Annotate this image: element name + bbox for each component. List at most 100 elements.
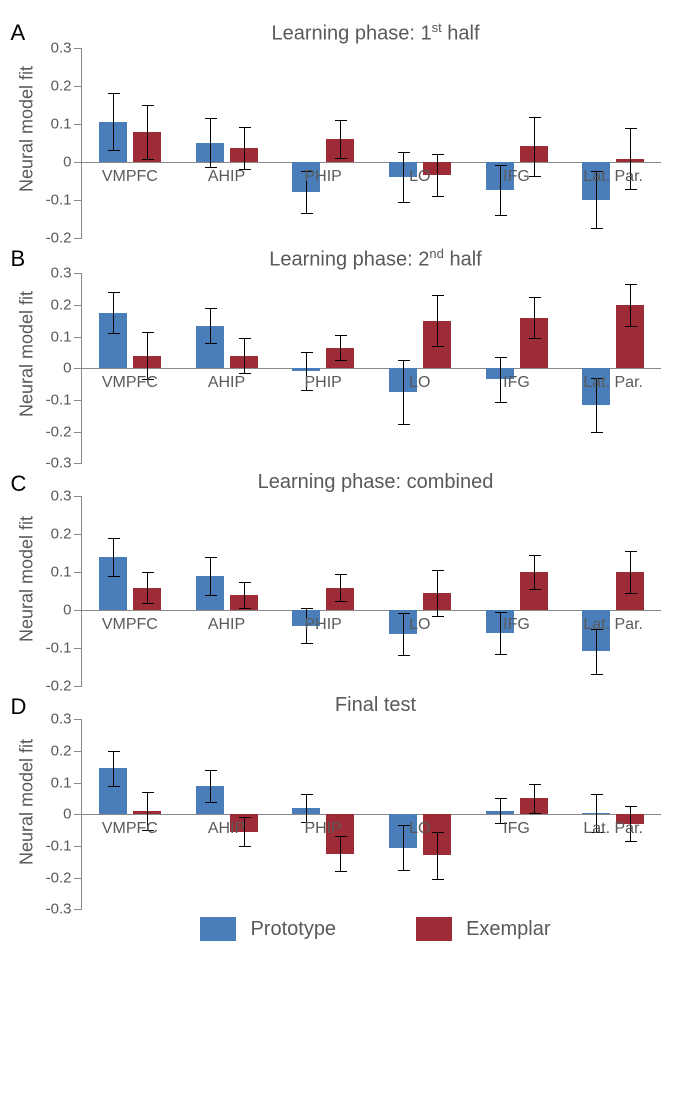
x-tick-label: PHIP <box>304 616 341 634</box>
error-cap <box>205 802 217 803</box>
x-tick-label: LO <box>409 374 430 392</box>
error-cap <box>239 817 251 818</box>
y-axis-label: Neural model fit <box>16 516 37 642</box>
error-cap <box>398 152 410 153</box>
error-bar <box>630 551 631 593</box>
legend-item-prototype: Prototype <box>200 917 336 941</box>
error-cap <box>495 654 507 655</box>
error-bar <box>210 557 211 595</box>
x-tick-label: VMPFC <box>102 616 158 634</box>
plot-area: -0.2-0.100.10.20.3VMPFCAHIPPHIPLOIFGLat.… <box>81 496 661 686</box>
y-axis-label: Neural model fit <box>16 739 37 865</box>
panel-title: Final test <box>81 694 671 717</box>
error-cap <box>108 93 120 94</box>
error-cap <box>108 333 120 334</box>
error-cap <box>301 794 313 795</box>
error-cap <box>432 832 444 833</box>
error-cap <box>495 215 507 216</box>
x-tick-label: AHIP <box>208 820 245 838</box>
error-cap <box>529 813 541 814</box>
error-cap <box>239 846 251 847</box>
panel-B: BNeural model fitLearning phase: 2nd hal… <box>11 246 671 464</box>
panel-title: Learning phase: combined <box>81 471 671 494</box>
error-cap <box>398 870 410 871</box>
error-cap <box>591 228 603 229</box>
error-cap <box>335 871 347 872</box>
error-cap <box>432 196 444 197</box>
y-tick-label: 0.1 <box>51 115 82 132</box>
error-bar <box>437 295 438 346</box>
error-cap <box>301 213 313 214</box>
error-cap <box>625 128 637 129</box>
error-cap <box>398 424 410 425</box>
error-bar <box>244 127 245 169</box>
error-bar <box>500 798 501 823</box>
error-cap <box>529 338 541 339</box>
x-tick-label: Lat. Par. <box>583 374 643 392</box>
error-bar <box>437 570 438 616</box>
error-cap <box>495 612 507 613</box>
error-cap <box>108 150 120 151</box>
plot-area: -0.3-0.2-0.100.10.20.3VMPFCAHIPPHIPLOIFG… <box>81 719 661 909</box>
error-cap <box>142 332 154 333</box>
y-tick-label: 0.3 <box>51 265 82 282</box>
error-cap <box>625 806 637 807</box>
error-cap <box>529 176 541 177</box>
x-axis-line <box>82 162 661 163</box>
x-tick-label: AHIP <box>208 168 245 186</box>
error-cap <box>205 308 217 309</box>
error-cap <box>108 786 120 787</box>
error-cap <box>432 570 444 571</box>
y-tick-label: -0.3 <box>46 901 82 918</box>
error-bar <box>630 284 631 325</box>
error-cap <box>335 360 347 361</box>
legend-label: Exemplar <box>466 918 550 941</box>
x-tick-label: VMPFC <box>102 168 158 186</box>
error-cap <box>205 595 217 596</box>
error-bar <box>113 538 114 576</box>
error-bar <box>147 332 148 380</box>
y-tick-label: 0.2 <box>51 296 82 313</box>
error-cap <box>495 165 507 166</box>
x-tick-label: PHIP <box>304 820 341 838</box>
x-tick-label: Lat. Par. <box>583 168 643 186</box>
error-bar <box>500 612 501 654</box>
x-tick-label: Lat. Par. <box>583 616 643 634</box>
y-tick-label: 0 <box>63 360 81 377</box>
error-cap <box>239 608 251 609</box>
error-bar <box>500 165 501 214</box>
error-bar <box>306 794 307 823</box>
x-tick-label: LO <box>409 820 430 838</box>
error-bar <box>534 117 535 176</box>
y-tick-label: 0.2 <box>51 77 82 94</box>
x-tick-label: PHIP <box>304 168 341 186</box>
panel-C: CNeural model fitLearning phase: combine… <box>11 471 671 686</box>
y-tick-label: 0.3 <box>51 39 82 56</box>
x-axis-line <box>82 610 661 611</box>
error-cap <box>335 120 347 121</box>
error-cap <box>625 593 637 594</box>
error-bar <box>147 105 148 158</box>
error-bar <box>113 751 114 786</box>
error-cap <box>591 674 603 675</box>
y-tick-label: 0 <box>63 153 81 170</box>
error-cap <box>529 589 541 590</box>
error-cap <box>398 202 410 203</box>
error-cap <box>398 613 410 614</box>
legend-item-exemplar: Exemplar <box>416 917 550 941</box>
error-cap <box>335 335 347 336</box>
legend: Prototype Exemplar <box>81 917 671 941</box>
error-bar <box>210 118 211 167</box>
x-tick-label: LO <box>409 168 430 186</box>
error-cap <box>529 555 541 556</box>
error-bar <box>210 308 211 343</box>
error-cap <box>142 159 154 160</box>
error-cap <box>108 538 120 539</box>
error-cap <box>301 352 313 353</box>
error-cap <box>495 402 507 403</box>
y-tick-label: 0.2 <box>51 742 82 759</box>
panel-title: Learning phase: 2nd half <box>81 246 671 272</box>
error-bar <box>340 574 341 601</box>
error-cap <box>432 154 444 155</box>
error-bar <box>596 629 597 675</box>
